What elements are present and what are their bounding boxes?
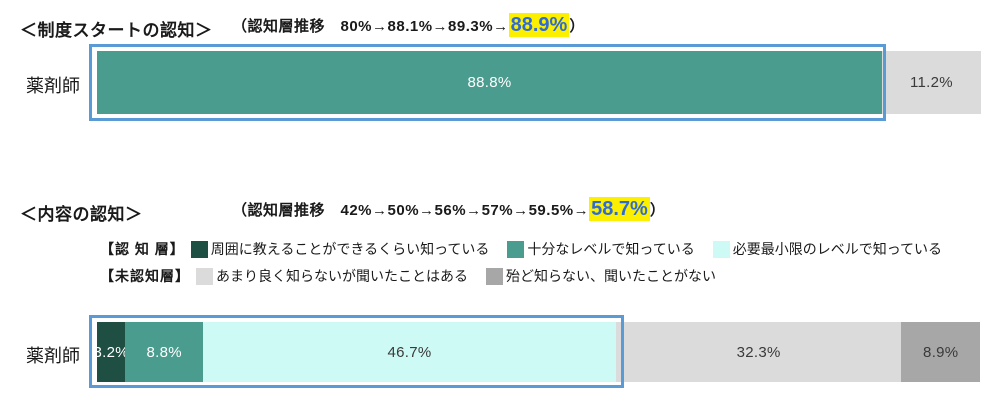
bar-segment-32.3%: 32.3% — [615, 322, 902, 382]
legend-row-aware: 【認 知 層】 周囲に教えることができるくらい知っている 十分なレベルで知っている 必… — [100, 239, 942, 259]
bar-segment-value: 8.9% — [923, 343, 959, 361]
legend-item: 十分なレベルで知っている — [507, 239, 695, 259]
bar-segment-value: 11.2% — [910, 74, 953, 91]
section1-title: ＜制度スタートの認知＞ — [20, 21, 213, 40]
legend-color-swatch — [196, 267, 213, 285]
section2-trend-history-text: （認知層推移 42%→50%→56%→57%→59.5%→ — [232, 201, 590, 219]
bar2-category-label: 薬剤師 — [26, 346, 80, 366]
legend-color-swatch — [190, 240, 208, 258]
bar-segment-11.2%: 11.2% — [881, 51, 981, 114]
bar-segment-value: 88.8% — [467, 74, 512, 91]
legend-color-swatch — [712, 240, 730, 258]
bar-segment-3.2%: 3.2% — [93, 322, 129, 382]
legend-color-swatch — [486, 267, 503, 285]
section2-trend-close-paren: ） — [649, 201, 666, 219]
section2-title: ＜内容の認知＞ — [20, 205, 143, 224]
bar2-highlight-border — [89, 315, 624, 388]
bar1-category-label: 薬剤師 — [26, 76, 80, 96]
section2-trend: （認知層推移 42%→50%→56%→57%→59.5%→ 58.7% ） — [232, 196, 665, 222]
legend-item-label: 十分なレベルで知っている — [527, 241, 695, 257]
section1-trend: （認知層推移 80%→88.1%→89.3%→ 88.9%） — [232, 12, 585, 38]
legend-item: 周囲に教えることができるくらい知っている — [190, 239, 490, 259]
bar-segment-8.8%: 8.8% — [125, 322, 204, 382]
legend-item: 必要最小限のレベルで知っている — [712, 239, 943, 259]
bar-segment-value: 8.8% — [146, 343, 182, 361]
legend-item-label: 周囲に教えることができるくらい知っている — [210, 241, 490, 257]
bar-segment-46.7%: 46.7% — [203, 322, 616, 382]
section1-trend-close-paren: ） — [569, 17, 585, 35]
legend-bracket-label: 【認 知 層】 — [100, 241, 185, 257]
bar-segment-8.9%: 8.9% — [901, 322, 981, 382]
bar-segment-value: 46.7% — [387, 343, 432, 361]
section1-trend-current-value: 88.9% — [508, 13, 570, 37]
legend-item-label: あまり良く知らないが聞いたことはある — [216, 268, 468, 284]
section2-trend-current-value: 58.7% — [589, 197, 650, 221]
legend-item: あまり良く知らないが聞いたことはある — [196, 266, 468, 286]
legend-item-label: 必要最小限のレベルで知っている — [732, 241, 943, 257]
legend-color-swatch — [507, 240, 525, 258]
legend-item: 殆ど知らない、聞いたことがない — [486, 266, 716, 286]
legend-row-unaware: 【未認知層】 あまり良く知らないが聞いたことはある 殆ど知らない、聞いたことがない — [100, 266, 716, 286]
section1-trend-history-text: （認知層推移 80%→88.1%→89.3%→ — [232, 17, 509, 35]
bar-segment-88.8%: 88.8% — [97, 51, 882, 114]
bar2-stacked-bar: 3.2% 8.8% 46.7% 32.3% 8.9% — [93, 322, 981, 382]
bar1-stacked-bar: 88.8% 11.2% — [97, 51, 981, 114]
bar1-highlight-border — [89, 44, 886, 121]
legend-item-label: 殆ど知らない、聞いたことがない — [506, 268, 716, 284]
legend-bracket-label: 【未認知層】 — [100, 268, 190, 284]
bar-segment-value: 3.2% — [93, 343, 129, 361]
bar-segment-value: 32.3% — [736, 343, 781, 361]
